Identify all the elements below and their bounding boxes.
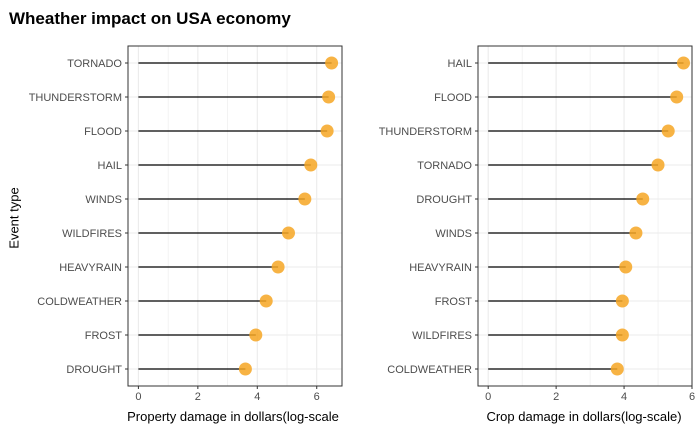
y-tick-label: THUNDERSTORM	[29, 92, 122, 104]
y-tick-label: COLDWEATHER	[37, 296, 122, 308]
lollipop-point	[610, 362, 624, 376]
x-tick-label: 2	[195, 391, 201, 403]
lollipop-point	[271, 260, 285, 274]
lollipop-point	[629, 226, 643, 240]
x-tick-label: 4	[254, 391, 260, 403]
lollipop-point	[282, 226, 295, 240]
x-axis-title: Crop damage in dollars(log-scale)	[486, 409, 681, 424]
x-tick-label: 6	[689, 391, 695, 403]
lollipop-point	[259, 294, 273, 308]
x-tick-label: 6	[314, 391, 320, 403]
y-tick-label: WINDS	[85, 194, 122, 206]
y-tick-label: WILDFIRES	[62, 228, 122, 240]
y-tick-label: DROUGHT	[416, 194, 472, 206]
lollipop-point	[615, 294, 629, 308]
lollipop-point	[615, 328, 629, 342]
lollipop-point	[636, 192, 650, 206]
chart-title: Wheather impact on USA economy	[9, 9, 291, 28]
lollipop-point	[677, 56, 691, 70]
y-tick-label: TORNADO	[67, 58, 122, 70]
y-tick-label: HAIL	[448, 58, 472, 70]
y-tick-label: TORNADO	[417, 160, 472, 172]
y-tick-label: FLOOD	[84, 126, 122, 138]
lollipop-point	[238, 362, 252, 376]
x-tick-label: 0	[135, 391, 141, 403]
panel-background	[128, 46, 342, 386]
x-tick-label: 4	[621, 391, 627, 403]
y-tick-label: COLDWEATHER	[387, 364, 472, 376]
lollipop-point	[298, 192, 312, 206]
panel-frame	[477, 45, 693, 387]
y-tick-label: FROST	[85, 330, 123, 342]
lollipop-point	[304, 158, 318, 172]
y-tick-label: FLOOD	[434, 92, 472, 104]
panel-background	[478, 46, 692, 386]
y-tick-label: THUNDERSTORM	[379, 126, 472, 138]
x-tick-label: 0	[485, 391, 491, 403]
y-tick-label: WINDS	[435, 228, 472, 240]
x-tick-label: 2	[553, 391, 559, 403]
y-tick-label: HEAVYRAIN	[59, 262, 122, 274]
y-tick-label: HAIL	[98, 160, 122, 172]
lollipop-point	[325, 56, 339, 70]
panel-frame	[127, 45, 343, 387]
lollipop-point	[322, 90, 336, 104]
x-axis-title: Property damage in dollars(log-scale	[127, 409, 339, 424]
y-tick-label: WILDFIRES	[412, 330, 472, 342]
y-tick-label: HEAVYRAIN	[409, 262, 472, 274]
y-tick-label: DROUGHT	[66, 364, 122, 376]
lollipop-point	[661, 124, 675, 138]
y-tick-label: FROST	[435, 296, 473, 308]
lollipop-point	[651, 158, 665, 172]
lollipop-point	[249, 328, 263, 342]
lollipop-point	[670, 90, 684, 104]
lollipop-point	[320, 124, 334, 138]
lollipop-point	[619, 260, 633, 274]
